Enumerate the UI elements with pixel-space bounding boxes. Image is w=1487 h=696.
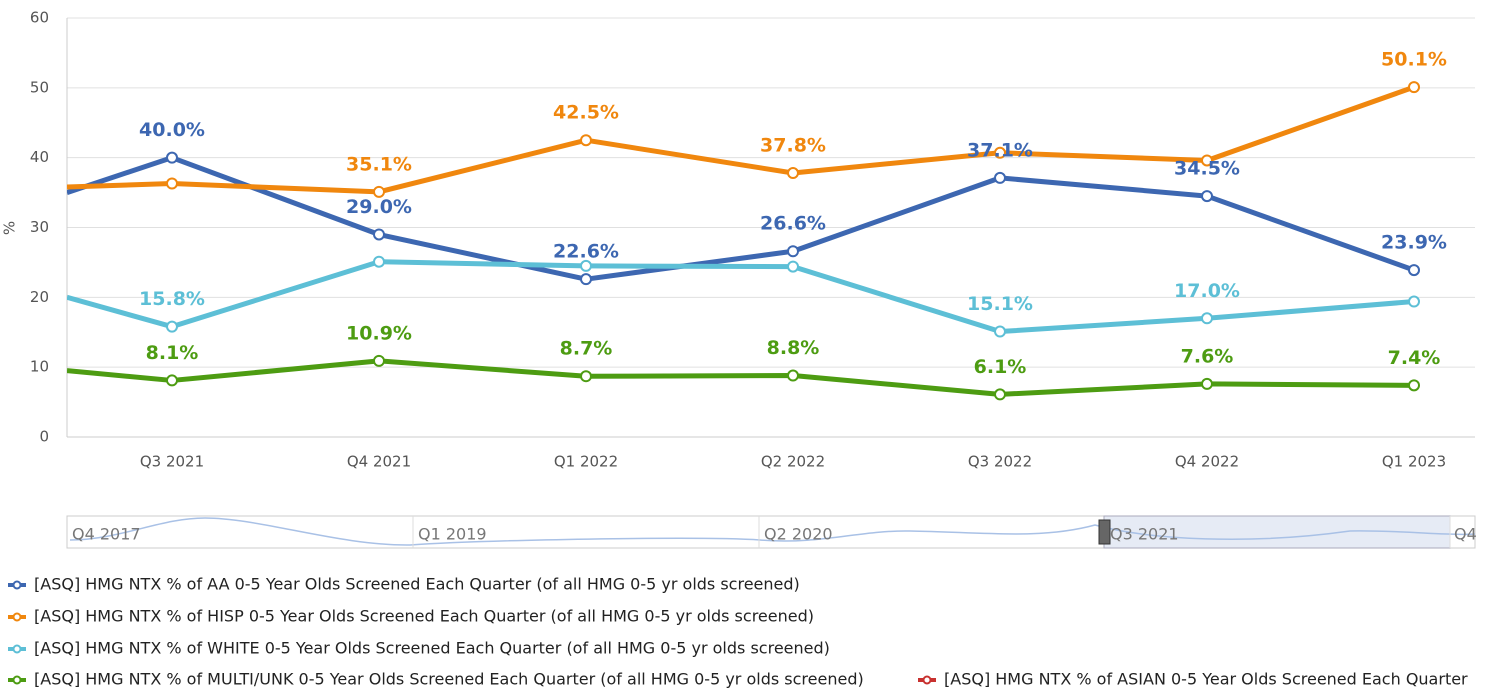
data-label: 15.8%	[139, 288, 205, 310]
legend-symbol	[12, 580, 22, 590]
legend-item[interactable]: [ASQ] HMG NTX % of WHITE 0-5 Year Olds S…	[8, 639, 830, 658]
y-tick-label: 50	[30, 78, 49, 96]
x-tick-label: Q2 2022	[761, 453, 825, 471]
legend-item[interactable]: [ASQ] HMG NTX % of MULTI/UNK 0-5 Year Ol…	[8, 670, 864, 689]
data-label: 26.6%	[760, 213, 826, 235]
data-point	[166, 320, 178, 333]
data-label: 7.6%	[1181, 345, 1234, 367]
data-point	[787, 167, 799, 180]
series-line	[67, 84, 1415, 195]
data-point	[1201, 190, 1213, 203]
data-point	[994, 325, 1006, 338]
data-point	[166, 177, 178, 190]
data-point	[580, 134, 592, 147]
data-point	[373, 185, 385, 198]
data-label: 35.1%	[346, 153, 412, 175]
data-point	[1201, 312, 1213, 325]
data-point	[166, 151, 178, 164]
data-label: 8.1%	[146, 342, 199, 364]
legend-symbol	[12, 612, 22, 622]
navigator-label: Q3 2021	[1110, 525, 1179, 544]
navigator-series	[69, 517, 1476, 546]
data-label: 7.4%	[1388, 347, 1441, 369]
y-tick-label: 40	[30, 148, 49, 166]
legend-item[interactable]: [ASQ] HMG NTX % of HISP 0-5 Year Olds Sc…	[8, 607, 814, 626]
data-point	[373, 228, 385, 241]
data-label: 8.7%	[560, 338, 613, 360]
legend-symbol	[12, 644, 22, 654]
data-point	[994, 171, 1006, 184]
y-tick-label: 10	[30, 358, 49, 376]
y-axis-label: %	[1, 221, 19, 235]
navigator-label: Q4	[1454, 525, 1477, 544]
legend-item[interactable]: [ASQ] HMG NTX % of ASIAN 0-5 Year Olds S…	[918, 670, 1468, 689]
data-label: 34.5%	[1174, 158, 1240, 180]
y-tick-label: 20	[30, 288, 49, 306]
series-line	[67, 358, 1415, 397]
navigator-label: Q4 2017	[72, 525, 141, 544]
data-label: 8.8%	[767, 337, 820, 359]
x-tick-label: Q4 2021	[347, 453, 411, 471]
legend-label: [ASQ] HMG NTX % of HISP 0-5 Year Olds Sc…	[34, 607, 814, 626]
data-label: 42.5%	[553, 102, 619, 124]
data-point	[787, 260, 799, 273]
data-label: 22.6%	[553, 241, 619, 263]
data-point	[580, 259, 592, 272]
data-point	[1201, 377, 1213, 390]
data-label: 37.1%	[967, 139, 1033, 161]
navigator	[66, 515, 1476, 549]
data-point	[1408, 379, 1420, 392]
data-point	[1408, 295, 1420, 308]
y-tick-label: 60	[30, 9, 49, 27]
data-point	[994, 146, 1006, 159]
data-label: 15.1%	[967, 293, 1033, 315]
legend-item[interactable]: [ASQ] HMG NTX % of AA 0-5 Year Olds Scre…	[8, 575, 800, 594]
navigator-label: Q2 2020	[764, 525, 833, 544]
legend-label: [ASQ] HMG NTX % of WHITE 0-5 Year Olds S…	[34, 639, 830, 658]
data-point	[1408, 264, 1420, 277]
data-label: 50.1%	[1381, 49, 1447, 71]
data-label: 40.0%	[139, 119, 205, 141]
data-point	[1408, 81, 1420, 94]
data-label: 10.9%	[346, 322, 412, 344]
navigator-label: Q1 2019	[418, 525, 487, 544]
legend-label: [ASQ] HMG NTX % of ASIAN 0-5 Year Olds S…	[944, 670, 1468, 689]
data-label: 37.8%	[760, 135, 826, 157]
legend-symbol	[922, 675, 932, 685]
x-tick-label: Q1 2023	[1382, 453, 1446, 471]
y-tick-label: 30	[30, 218, 49, 236]
x-tick-label: Q4 2022	[1175, 453, 1239, 471]
data-label: 23.9%	[1381, 232, 1447, 254]
data-point	[166, 374, 178, 387]
data-point	[787, 369, 799, 382]
data-label: 29.0%	[346, 196, 412, 218]
data-point	[580, 370, 592, 383]
data-point	[580, 273, 592, 286]
x-tick-label: Q3 2022	[968, 453, 1032, 471]
x-tick-label: Q3 2021	[140, 453, 204, 471]
legend-label: [ASQ] HMG NTX % of AA 0-5 Year Olds Scre…	[34, 575, 800, 594]
legend-symbol	[12, 675, 22, 685]
data-point	[373, 255, 385, 268]
data-label: 17.0%	[1174, 280, 1240, 302]
data-point	[994, 388, 1006, 401]
data-point	[373, 354, 385, 367]
y-tick-label: 0	[39, 428, 49, 446]
plot-area	[67, 84, 1415, 397]
legend-label: [ASQ] HMG NTX % of MULTI/UNK 0-5 Year Ol…	[34, 670, 864, 689]
series-line	[67, 259, 1415, 335]
data-label: 6.1%	[974, 356, 1027, 378]
data-point	[787, 245, 799, 258]
navigator-handle[interactable]	[1098, 519, 1111, 545]
x-tick-label: Q1 2022	[554, 453, 618, 471]
data-point	[1201, 154, 1213, 167]
